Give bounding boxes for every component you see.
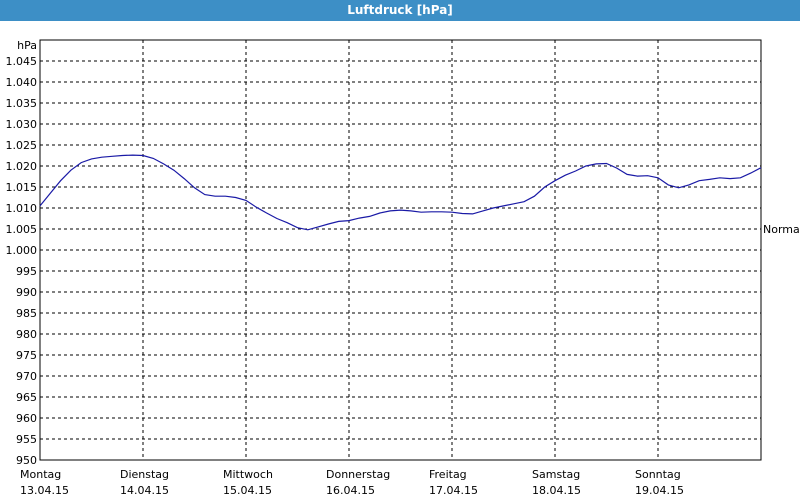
x-tick-date: 13.04.15 <box>20 484 69 497</box>
y-tick-label: 1.000 <box>6 244 38 257</box>
grid <box>40 40 761 460</box>
x-tick-date: 19.04.15 <box>635 484 684 497</box>
x-tick-day: Samstag <box>532 468 580 481</box>
x-tick-date: 15.04.15 <box>223 484 272 497</box>
chart-title: Luftdruck [hPa] <box>0 0 800 21</box>
y-tick-label: 975 <box>16 349 37 362</box>
plot-frame <box>39 39 762 461</box>
y-tick-label: 995 <box>16 265 37 278</box>
y-tick-label: 1.005 <box>6 223 38 236</box>
y-tick-label: 970 <box>16 370 37 383</box>
reference-label: Normal <box>763 223 800 236</box>
y-axis-label: hPa <box>17 39 37 52</box>
y-tick-label: 1.015 <box>6 181 38 194</box>
y-tick-label: 1.045 <box>6 55 38 68</box>
x-tick-day: Freitag <box>429 468 467 481</box>
x-tick-date: 14.04.15 <box>120 484 169 497</box>
x-tick-day: Donnerstag <box>326 468 390 481</box>
y-tick-label: 990 <box>16 286 37 299</box>
y-tick-label: 1.020 <box>6 160 38 173</box>
y-tick-label: 950 <box>16 454 37 467</box>
x-tick-date: 16.04.15 <box>326 484 375 497</box>
y-tick-label: 985 <box>16 307 37 320</box>
y-tick-label: 980 <box>16 328 37 341</box>
y-tick-label: 1.025 <box>6 139 38 152</box>
axes <box>39 39 762 461</box>
series-layer <box>39 154 762 231</box>
x-tick-date: 17.04.15 <box>429 484 478 497</box>
series-line <box>39 154 762 231</box>
x-tick-date: 18.04.15 <box>532 484 581 497</box>
x-tick-day: Mittwoch <box>223 468 273 481</box>
y-tick-label: 1.030 <box>6 118 38 131</box>
y-tick-label: 1.035 <box>6 97 38 110</box>
x-tick-day: Montag <box>20 468 61 481</box>
y-tick-label: 965 <box>16 391 37 404</box>
y-tick-label: 955 <box>16 433 37 446</box>
tick-labels: 950 955 960 965 970 975 980 985 990 995 1.000 1.005… <box>6 39 800 497</box>
y-tick-label: 960 <box>16 412 37 425</box>
x-tick-day: Dienstag <box>120 468 169 481</box>
y-tick-label: 1.010 <box>6 202 38 215</box>
y-tick-label: 1.040 <box>6 76 38 89</box>
x-tick-day: Sonntag <box>635 468 681 481</box>
